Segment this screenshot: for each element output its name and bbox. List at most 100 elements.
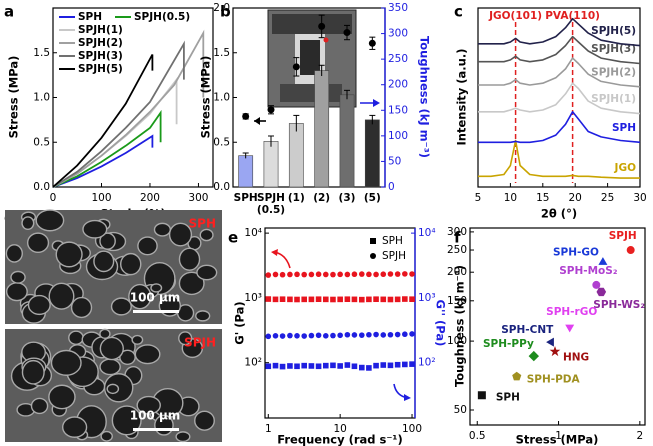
point — [387, 362, 394, 369]
y-tick-label: 300 — [447, 226, 467, 238]
series-label: SPJH(5) — [591, 25, 636, 37]
point-label: SPH-PPy — [483, 338, 534, 350]
x-tick-label: SPH — [234, 192, 258, 204]
curve — [52, 54, 154, 188]
point — [358, 296, 365, 303]
scale-bar — [133, 310, 179, 313]
point — [380, 296, 387, 303]
y-axis-label: G' (Pa) — [233, 301, 247, 344]
point — [394, 331, 401, 338]
point — [373, 271, 379, 278]
pore — [55, 241, 83, 268]
x-axis-label: Stress (MPa) — [516, 433, 599, 446]
pore — [178, 331, 193, 346]
point — [343, 29, 351, 37]
panel-label: c — [454, 3, 463, 21]
y2-axis-label: G'' (Pa) — [434, 300, 448, 347]
point — [402, 331, 408, 338]
y2-tick-label: 200 — [388, 79, 408, 91]
x-tick-label: 15 — [536, 192, 549, 204]
x-tick-label: 10 — [333, 423, 346, 435]
pore — [110, 297, 132, 316]
point — [301, 333, 308, 339]
x-tick-label: 300 — [188, 192, 208, 204]
point — [294, 363, 300, 370]
point — [265, 296, 272, 302]
point — [366, 365, 372, 371]
y-tick-label: 50 — [454, 404, 467, 416]
point — [592, 280, 601, 289]
point — [292, 63, 300, 71]
pore — [21, 216, 35, 230]
y2-tick-label: 10² — [418, 357, 436, 369]
x-tick-label: (3) — [339, 192, 356, 204]
y2-tick-label: 100 — [388, 130, 408, 142]
pore — [99, 336, 124, 361]
point — [330, 332, 336, 339]
pattern — [478, 57, 641, 88]
panel-label: f — [454, 229, 461, 247]
series-label: SPJH(2) — [591, 66, 636, 78]
panel-label: e — [228, 229, 238, 247]
point — [322, 362, 329, 369]
point — [344, 331, 351, 338]
y-tick-label: 10² — [244, 357, 262, 369]
point — [546, 337, 554, 347]
pore — [70, 296, 93, 319]
y-tick-label: 0.5 — [33, 136, 50, 148]
pore — [68, 330, 84, 345]
x-tick-label: 1 — [265, 423, 272, 435]
pore — [153, 222, 172, 237]
point — [373, 362, 379, 369]
pore — [5, 244, 23, 263]
point — [315, 296, 322, 303]
pore — [35, 209, 65, 232]
point — [387, 331, 394, 338]
pore — [21, 359, 45, 385]
point — [287, 332, 293, 339]
point — [394, 296, 401, 303]
x-tick-label: 100 — [402, 423, 422, 435]
point — [279, 296, 286, 303]
pore — [61, 416, 88, 438]
pore — [27, 294, 51, 316]
x-tick-label: 25 — [601, 192, 614, 204]
pore — [134, 344, 161, 365]
bar — [238, 155, 254, 188]
point — [380, 271, 387, 278]
pore — [194, 410, 215, 431]
y-tick-label: 0.0 — [213, 181, 230, 193]
point — [409, 361, 415, 367]
point — [322, 296, 329, 303]
pattern — [478, 111, 641, 144]
x-tick-label: SPJH (0.5) — [257, 192, 285, 216]
y-tick-label: 1.5 — [33, 47, 50, 59]
point — [477, 391, 486, 400]
series-label: SPJH(3) — [591, 43, 636, 55]
point — [387, 271, 394, 277]
y2-tick-label: 150 — [388, 104, 408, 116]
pore — [128, 283, 152, 310]
legend-label: SPJH(1) — [78, 24, 123, 36]
x-tick-label: 0 — [50, 192, 57, 204]
point — [598, 257, 608, 265]
plot-frame — [469, 227, 646, 426]
curve — [52, 40, 185, 188]
point-label: HNG — [563, 352, 589, 364]
y-tick-label: 1.0 — [213, 92, 230, 104]
y-tick-label: 250 — [447, 244, 467, 256]
legend-label: SPJH — [382, 250, 406, 262]
legend-label: SPJH(2) — [78, 37, 123, 49]
point — [366, 331, 372, 338]
pore — [178, 271, 205, 296]
image-label: SPH — [189, 217, 216, 231]
point — [366, 271, 372, 278]
point — [409, 271, 415, 277]
point — [272, 296, 279, 303]
point — [351, 271, 358, 278]
arrows — [254, 99, 411, 401]
pattern — [478, 35, 641, 65]
pore — [168, 222, 193, 247]
x-tick-label: (1) — [288, 192, 305, 204]
x-tick-label: (5) — [364, 192, 381, 204]
